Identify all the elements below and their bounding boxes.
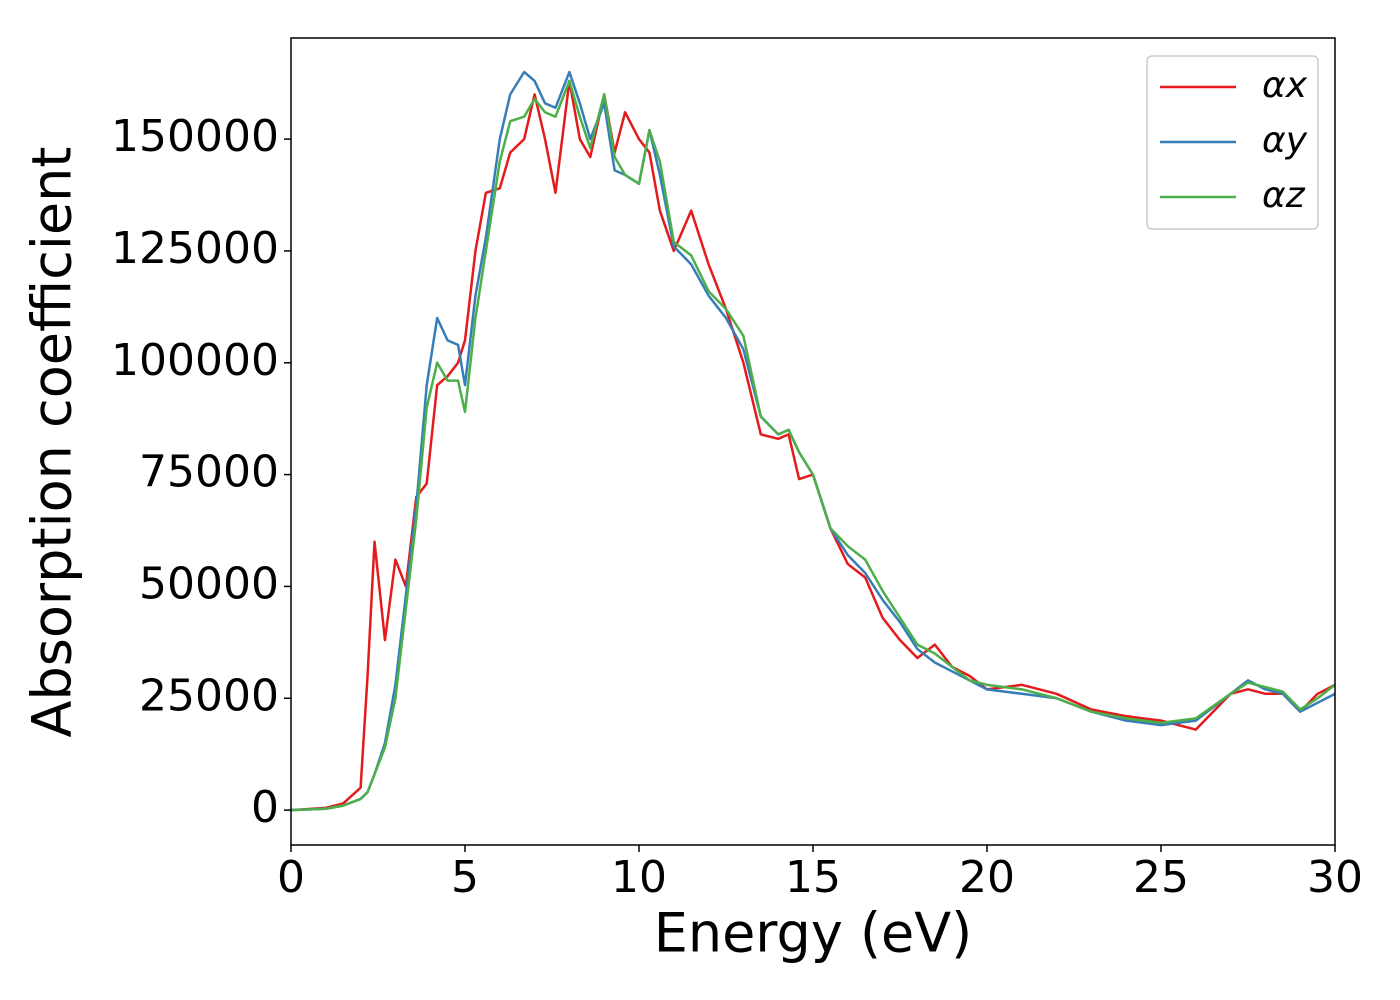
y-tick-label: 25000 xyxy=(139,670,279,721)
x-tick-label: 25 xyxy=(1133,852,1189,903)
legend-label: αz xyxy=(1262,175,1306,216)
legend-label: αx xyxy=(1262,65,1308,106)
x-tick-label: 30 xyxy=(1307,852,1363,903)
x-axis-label: Energy (eV) xyxy=(654,902,973,965)
y-tick-label: 125000 xyxy=(111,223,279,274)
x-tick-label: 20 xyxy=(959,852,1015,903)
y-tick-label: 50000 xyxy=(139,558,279,609)
x-tick-label: 10 xyxy=(611,852,667,903)
y-tick-label: 150000 xyxy=(111,111,279,162)
y-axis-label: Absorption coefficient xyxy=(21,147,84,738)
x-tick-label: 5 xyxy=(451,852,479,903)
y-tick-label: 75000 xyxy=(139,447,279,498)
data-line xyxy=(291,79,1335,812)
plot-frame xyxy=(290,37,1336,846)
x-tick-label: 0 xyxy=(277,852,305,903)
y-tick-label: 100000 xyxy=(111,335,279,386)
y-tick-label: 0 xyxy=(251,782,279,833)
legend-label: αy xyxy=(1262,120,1308,161)
data-line xyxy=(291,79,1335,812)
x-tick-label: 15 xyxy=(785,852,841,903)
